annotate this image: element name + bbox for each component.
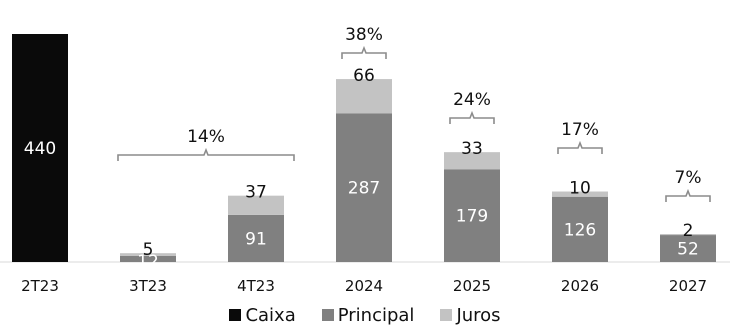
data-label-principal-2026: 126 xyxy=(564,220,596,240)
bar-juros-3t23 xyxy=(120,253,176,256)
bar-principal-2026 xyxy=(552,196,608,262)
bracket-1 xyxy=(117,147,295,161)
data-label-principal-2025: 179 xyxy=(456,207,488,227)
bar-caixa-2t23 xyxy=(12,34,68,262)
bar-principal-2024 xyxy=(336,113,392,262)
x-tick-labels-group: 2T23 3T23 4T23 2024 2025 2026 2027 xyxy=(21,277,707,295)
data-label-principal-2024: 287 xyxy=(348,179,380,199)
bar-principal-3t23 xyxy=(120,255,176,262)
x-tick-label-3t23: 3T23 xyxy=(129,277,167,295)
x-tick-label-2026: 2026 xyxy=(561,277,599,295)
legend-swatch-caixa xyxy=(229,309,242,321)
bar-juros-2027 xyxy=(660,234,716,236)
legend-item-juros: Juros xyxy=(440,304,501,326)
x-tick-label-2027: 2027 xyxy=(669,277,707,295)
legend-item-caixa: Caixa xyxy=(229,304,296,326)
bracket-4 xyxy=(557,140,603,154)
x-tick-label-2t23: 2T23 xyxy=(21,277,59,295)
x-tick-label-2025: 2025 xyxy=(453,277,491,295)
legend-item-principal: Principal xyxy=(321,304,415,326)
bar-juros-4t23 xyxy=(228,195,284,215)
legend-swatch-juros xyxy=(440,309,453,321)
bar-juros-2026 xyxy=(552,191,608,197)
bracket-label-5: 7% xyxy=(675,168,702,188)
data-label-principal-4t23: 91 xyxy=(245,229,267,249)
bracket-label-4: 17% xyxy=(561,120,599,140)
data-label-juros-2024: 66 xyxy=(353,66,375,86)
bar-labels-group: 440 125 91 37 287 66 179 33 126 10 522 xyxy=(24,66,699,272)
bracket-5 xyxy=(665,188,711,202)
x-tick-label-4t23: 4T23 xyxy=(237,277,275,295)
legend-label-juros: Juros xyxy=(456,304,501,326)
data-label-caixa-2t23: 440 xyxy=(24,139,56,159)
x-tick-label-2024: 2024 xyxy=(345,277,383,295)
bracket-2 xyxy=(341,45,387,59)
bracket-label-1: 14% xyxy=(187,127,225,147)
data-label-juros-4t23: 37 xyxy=(245,183,267,203)
bar-principal-4t23 xyxy=(228,214,284,262)
bracket-label-2: 38% xyxy=(345,25,383,45)
bracket-3 xyxy=(449,110,495,124)
data-label-juros-2025: 33 xyxy=(461,139,483,159)
data-label-juros-2027: 2 xyxy=(683,221,694,241)
brackets-group: 14% 38% 24% 17% 7% xyxy=(117,25,711,202)
bracket-label-3: 24% xyxy=(453,90,491,110)
data-label-principal-2027: 52 xyxy=(677,240,699,260)
bar-principal-2025 xyxy=(444,169,500,262)
legend-label-caixa: Caixa xyxy=(245,304,296,326)
data-label-juros-3t23: 5 xyxy=(143,240,154,260)
legend: Caixa Principal Juros xyxy=(0,304,730,326)
legend-label-principal: Principal xyxy=(337,304,415,326)
bar-principal-2027 xyxy=(660,235,716,262)
data-label-juros-2026: 10 xyxy=(569,179,591,199)
bars-group xyxy=(12,34,716,262)
legend-swatch-principal xyxy=(321,309,334,321)
data-label-principal-3t23: 12 xyxy=(137,252,159,272)
bar-juros-2025 xyxy=(444,152,500,170)
bar-juros-2024 xyxy=(336,79,392,114)
